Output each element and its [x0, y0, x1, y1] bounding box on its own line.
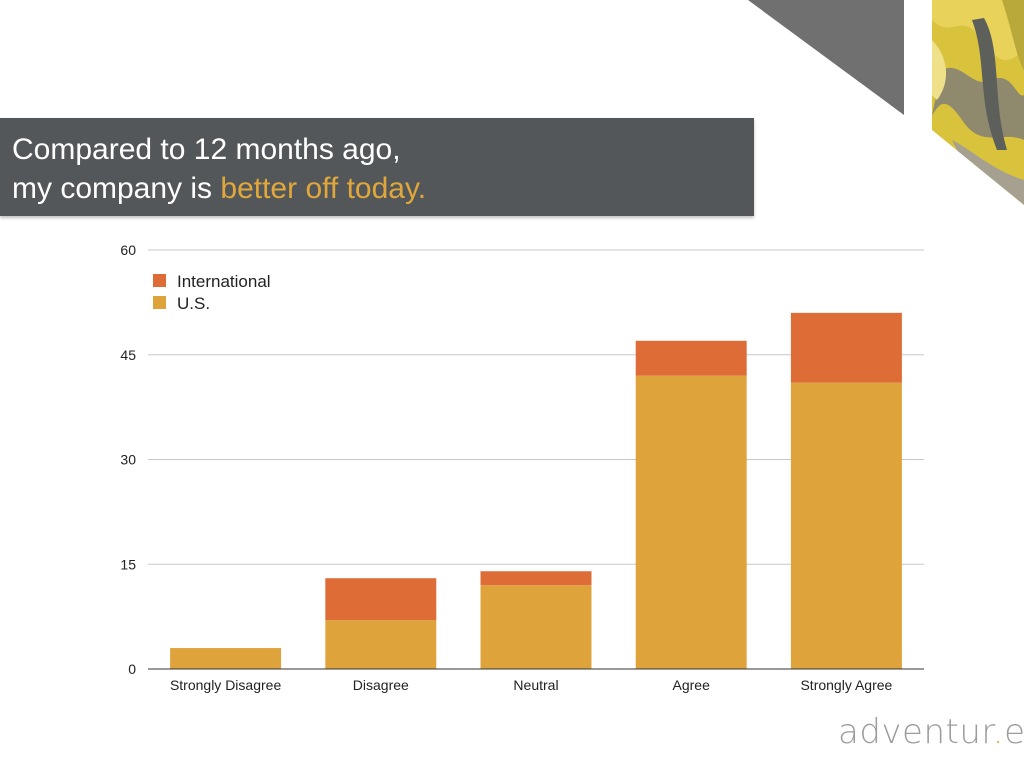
bar-international: [480, 571, 592, 586]
y-tick-label: 60: [120, 242, 136, 258]
brand-text-start: adventur: [838, 712, 993, 752]
y-tick-label: 45: [120, 347, 136, 363]
x-tick-label: Neutral: [513, 677, 558, 693]
bar-u-s: [790, 382, 902, 669]
bar-international: [790, 312, 902, 383]
bar-u-s: [480, 585, 592, 669]
slide-title-line-1: Compared to 12 months ago,: [12, 133, 401, 166]
x-tick-label: Strongly Agree: [800, 677, 892, 693]
corner-photo-decoration: [932, 0, 1024, 205]
bar-u-s: [325, 620, 437, 669]
x-tick-label: Strongly Disagree: [170, 677, 281, 693]
legend-swatch: [153, 296, 166, 309]
brand-logo: adventur.es: [838, 712, 1024, 752]
brand-text-accent: .: [992, 712, 1005, 752]
y-tick-label: 30: [120, 452, 136, 468]
x-tick-label: Disagree: [353, 677, 409, 693]
y-tick-label: 0: [128, 661, 136, 677]
x-tick-label: Agree: [673, 677, 711, 693]
bar-u-s: [170, 648, 282, 669]
bar-international: [635, 340, 747, 376]
corner-triangle-decoration: [748, 0, 904, 115]
legend-label: U.S.: [177, 294, 210, 313]
legend-label: International: [177, 272, 271, 291]
bar-u-s: [635, 375, 747, 669]
slide-title-prefix: my company is: [12, 172, 221, 205]
brand-text-end: es: [1004, 712, 1024, 752]
slide-title-highlight: better off today.: [220, 172, 427, 205]
slide-title-line-2: my company is better off today.: [12, 171, 426, 207]
y-tick-label: 15: [120, 556, 136, 572]
bar-international: [325, 578, 437, 621]
legend-swatch: [153, 274, 166, 287]
title-band: Compared to 12 months ago, my company is…: [0, 118, 754, 216]
